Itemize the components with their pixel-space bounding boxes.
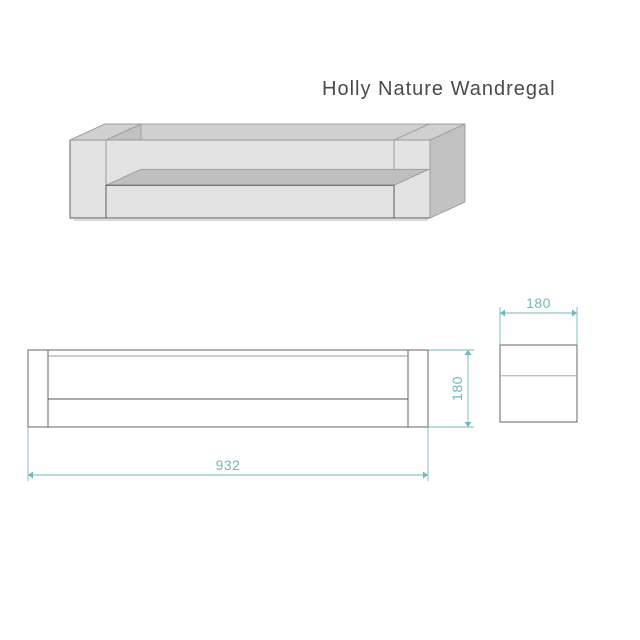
dim-depth-label: 180 <box>526 295 551 311</box>
shelf-perspective <box>70 124 465 220</box>
dim-width-label: 932 <box>216 457 241 473</box>
shelf-front-elevation: 932 180 <box>28 350 474 481</box>
page-title: Holly Nature Wandregal <box>322 78 556 100</box>
dim-height-label: 180 <box>449 376 465 401</box>
shelf-side-elevation: 180 <box>500 295 577 422</box>
